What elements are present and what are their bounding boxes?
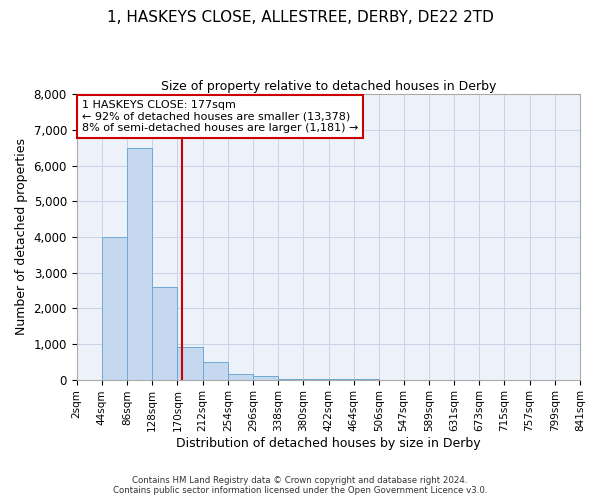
Bar [152,287,178,380]
Y-axis label: Number of detached properties: Number of detached properties [15,138,28,336]
Bar [203,362,228,380]
X-axis label: Distribution of detached houses by size in Derby: Distribution of detached houses by size … [176,437,481,450]
Text: Contains HM Land Registry data © Crown copyright and database right 2024.
Contai: Contains HM Land Registry data © Crown c… [113,476,487,495]
Bar [253,376,278,380]
Bar [102,237,127,380]
Bar [127,148,152,380]
Bar [228,374,253,380]
Text: 1 HASKEYS CLOSE: 177sqm
← 92% of detached houses are smaller (13,378)
8% of semi: 1 HASKEYS CLOSE: 177sqm ← 92% of detache… [82,100,358,133]
Bar [178,348,203,380]
Title: Size of property relative to detached houses in Derby: Size of property relative to detached ho… [161,80,496,93]
Bar [278,378,304,380]
Text: 1, HASKEYS CLOSE, ALLESTREE, DERBY, DE22 2TD: 1, HASKEYS CLOSE, ALLESTREE, DERBY, DE22… [107,10,493,25]
